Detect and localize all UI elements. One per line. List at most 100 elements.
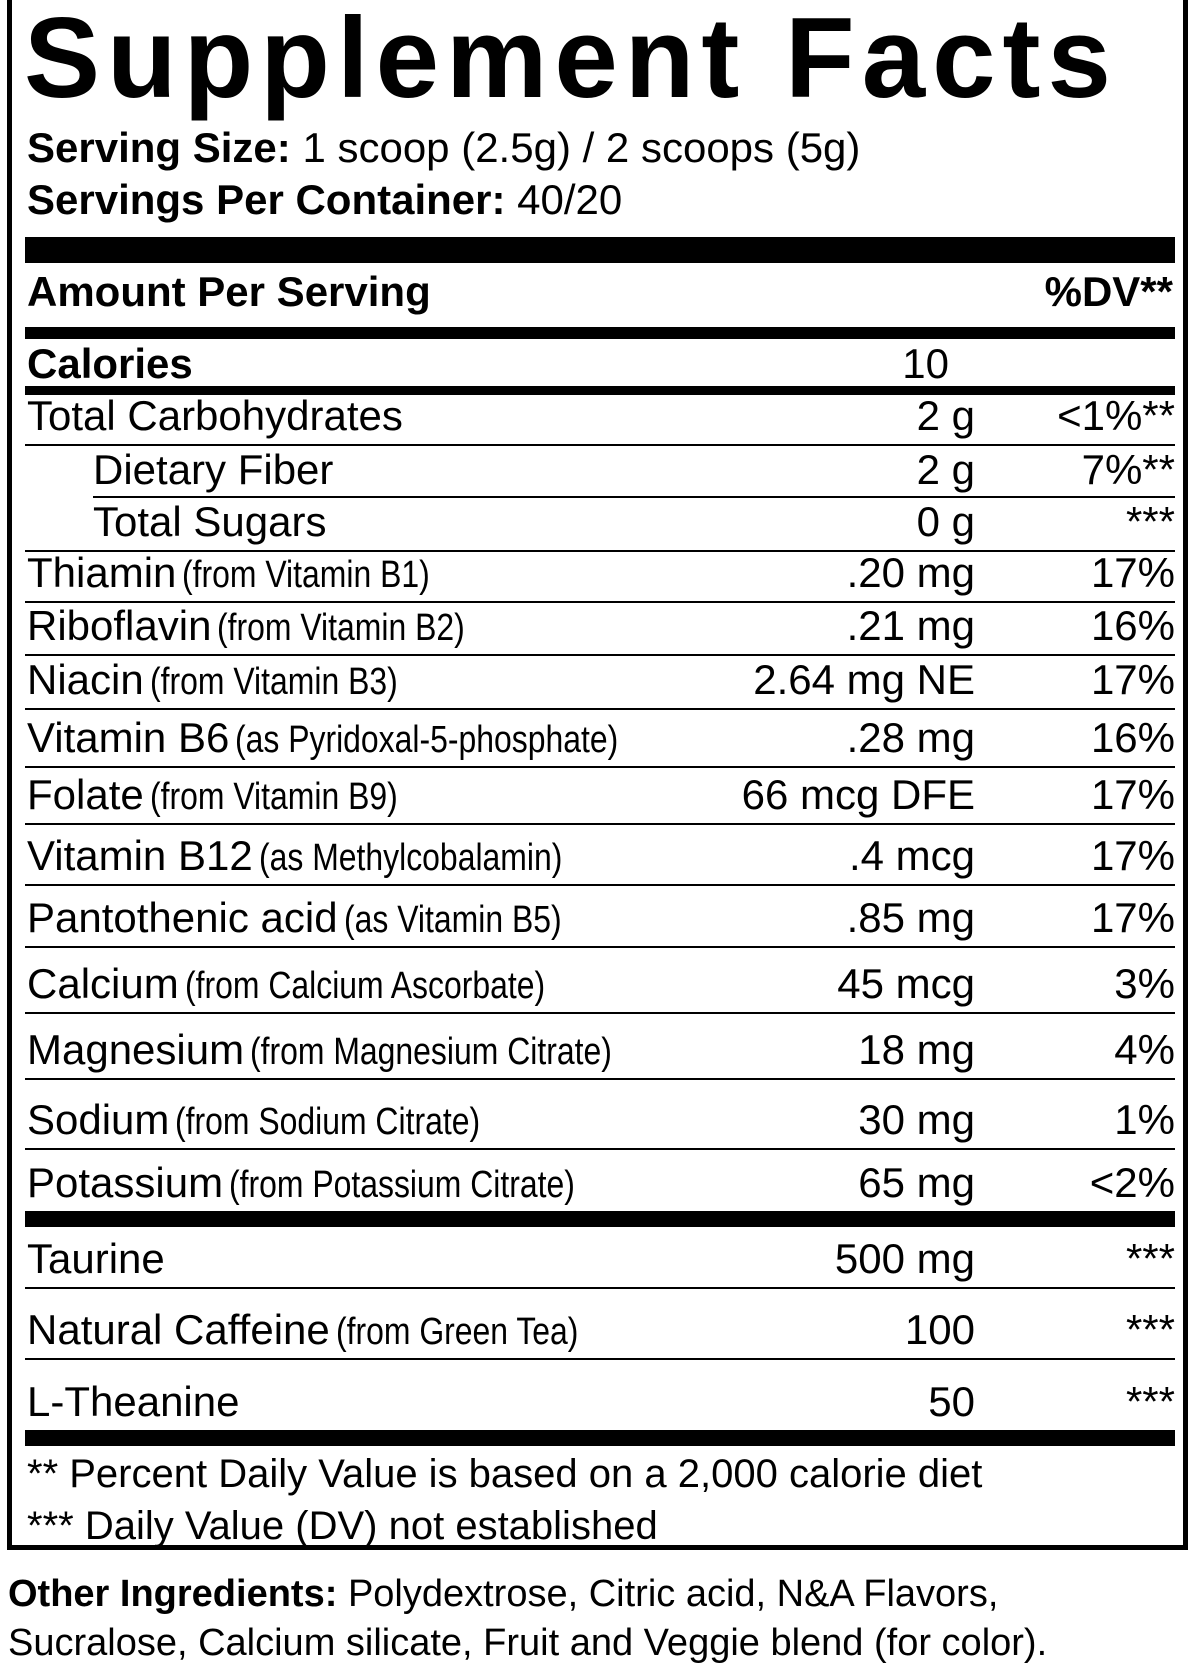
nutrient-row: Total Carbohydrates 2 g <1%**	[25, 392, 1175, 446]
nutrient-name: Vitamin B12 (as Methylcobalamin)	[27, 832, 620, 880]
nutrient-name: Riboflavin (from Vitamin B2)	[27, 602, 512, 650]
nutrient-label: Total Sugars	[93, 498, 327, 545]
nutrient-label: Natural Caffeine	[27, 1306, 330, 1353]
nutrient-amount: 18 mg	[858, 1026, 975, 1073]
serving-size-label: Serving Size:	[27, 124, 291, 171]
nutrient-amount: 100	[904, 1306, 975, 1353]
nutrient-amount: 66 mcg DFE	[741, 771, 975, 818]
nutrient-name: Calcium (from Calcium Ascorbate)	[27, 960, 613, 1008]
nutrient-row: Thiamin (from Vitamin B1) .20 mg 17%	[25, 549, 1175, 603]
nutrient-label: Niacin	[27, 656, 144, 703]
nutrient-dv: 17%	[1090, 656, 1175, 703]
nutrient-source: (from Magnesium Citrate)	[250, 1031, 612, 1073]
nutrient-label: Dietary Fiber	[93, 446, 334, 493]
serving-size-value: 1 scoop (2.5g) / 2 scoops (5g)	[302, 124, 861, 171]
nutrient-dv: 3%	[1114, 960, 1175, 1007]
nutrient-row: Pantothenic acid (as Vitamin B5) .85 mg 1…	[25, 886, 1175, 948]
servings-per-container-label: Servings Per Container:	[27, 176, 506, 223]
nutrient-label: L-Theanine	[27, 1378, 240, 1425]
nutrient-name: Taurine	[27, 1235, 165, 1283]
nutrient-dv: 16%	[1090, 602, 1175, 649]
nutrient-amount: 2 g	[916, 446, 975, 493]
nutrient-source: (from Vitamin B9)	[149, 776, 398, 818]
nutrient-table: Total Carbohydrates 2 g <1%** Dietary Fib…	[25, 392, 1175, 1446]
nutrient-amount: 50	[928, 1378, 975, 1425]
nutrient-label: Total Carbohydrates	[27, 392, 403, 439]
nutrient-dv: 17%	[1090, 771, 1175, 818]
divider	[25, 327, 1175, 339]
nutrient-dv: 16%	[1090, 714, 1175, 761]
nutrient-name: Sodium (from Sodium Citrate)	[27, 1096, 539, 1144]
nutrient-source: (from Vitamin B1)	[182, 554, 431, 596]
footnote-not-established: *** Daily Value (DV) not established	[27, 1504, 658, 1548]
other-ingredients: Other Ingredients: Polydextrose, Citric …	[8, 1573, 998, 1616]
supplement-facts-panel	[7, 0, 1188, 1550]
serving-size: Serving Size: 1 scoop (2.5g) / 2 scoops …	[27, 124, 860, 172]
nutrient-name: Folate (from Vitamin B9)	[27, 771, 445, 819]
nutrient-name: Pantothenic acid (as Vitamin B5)	[27, 894, 603, 942]
nutrient-dv: 17%	[1090, 549, 1175, 596]
nutrient-dv: ***	[1125, 1378, 1175, 1425]
nutrient-name: Vitamin B6 (as Pyridoxal-5-phosphate)	[27, 714, 692, 762]
nutrient-label: Pantothenic acid	[27, 894, 338, 941]
nutrient-source: (from Calcium Ascorbate)	[184, 965, 545, 1007]
nutrient-dv: 17%	[1090, 894, 1175, 941]
nutrient-amount: 65 mg	[858, 1159, 975, 1206]
nutrient-name: L-Theanine	[27, 1378, 239, 1426]
nutrient-amount: .85 mg	[846, 894, 975, 941]
nutrient-row: Folate (from Vitamin B9) 66 mcg DFE 17%	[25, 768, 1175, 825]
nutrient-amount: .4 mcg	[848, 832, 975, 879]
nutrient-label: Vitamin B6	[27, 714, 230, 761]
amount-per-serving-label: Amount Per Serving	[27, 268, 431, 315]
nutrient-row: Potassium (from Potassium Citrate) 65 mg …	[25, 1150, 1175, 1227]
nutrient-amount: 500 mg	[834, 1235, 975, 1282]
calories-value: 10	[902, 340, 949, 387]
nutrient-amount: 2 g	[916, 392, 975, 439]
nutrient-source: (from Potassium Citrate)	[229, 1164, 575, 1206]
divider	[25, 386, 1175, 395]
nutrient-name: Total Carbohydrates	[27, 392, 403, 440]
nutrient-label: Taurine	[27, 1235, 165, 1282]
calories-row: Calories 10	[27, 340, 949, 388]
nutrient-amount: .28 mg	[846, 714, 975, 761]
servings-per-container-value: 40/20	[517, 176, 623, 223]
nutrient-label: Riboflavin	[27, 602, 212, 649]
nutrient-row: Total Sugars 0 g ***	[25, 498, 1175, 552]
nutrient-amount: 0 g	[916, 498, 975, 545]
servings-per-container: Servings Per Container: 40/20	[27, 176, 622, 224]
nutrient-row: Vitamin B12 (as Methylcobalamin) .4 mcg 1…	[25, 825, 1175, 886]
calories-label: Calories	[27, 340, 193, 387]
nutrient-row: Vitamin B6 (as Pyridoxal-5-phosphate) .28…	[25, 710, 1175, 768]
nutrient-dv: <2%	[1089, 1159, 1175, 1206]
nutrient-row: Dietary Fiber 2 g 7%**	[25, 446, 1175, 498]
nutrient-amount: .20 mg	[846, 549, 975, 596]
nutrient-label: Calcium	[27, 960, 179, 1007]
nutrient-amount: 45 mcg	[837, 960, 975, 1007]
other-ingredients-label: Other Ingredients:	[8, 1573, 338, 1615]
nutrient-source: (from Vitamin B3)	[149, 661, 398, 703]
nutrient-label: Vitamin B12	[27, 832, 253, 879]
nutrient-row: Magnesium (from Magnesium Citrate) 18 mg …	[25, 1014, 1175, 1080]
nutrient-label: Thiamin	[27, 549, 177, 596]
nutrient-dv: 17%	[1090, 832, 1175, 879]
nutrient-dv: <1%**	[1057, 392, 1175, 439]
nutrient-source: (from Vitamin B2)	[217, 607, 466, 649]
panel-title: Supplement Facts	[24, 0, 1118, 122]
dv-label: %DV**	[1044, 268, 1173, 315]
nutrient-dv: 1%	[1114, 1096, 1175, 1143]
nutrient-row: Niacin (from Vitamin B3) 2.64 mg NE 17%	[25, 656, 1175, 710]
nutrient-dv: ***	[1125, 1306, 1175, 1353]
nutrient-name: Total Sugars	[93, 498, 326, 546]
nutrient-row: Natural Caffeine (from Green Tea) 100 ***	[25, 1289, 1175, 1360]
nutrient-dv: 4%	[1114, 1026, 1175, 1073]
nutrient-row: Sodium (from Sodium Citrate) 30 mg 1%	[25, 1080, 1175, 1150]
nutrient-amount: .21 mg	[846, 602, 975, 649]
nutrient-source: (as Vitamin B5)	[343, 899, 562, 941]
nutrient-amount: 2.64 mg NE	[753, 656, 975, 703]
nutrient-name: Niacin (from Vitamin B3)	[27, 656, 445, 704]
nutrient-row: Riboflavin (from Vitamin B2) .21 mg 16%	[25, 602, 1175, 656]
nutrient-dv: ***	[1125, 1235, 1175, 1282]
nutrient-label: Folate	[27, 771, 144, 818]
nutrient-name: Dietary Fiber	[93, 446, 333, 494]
nutrient-source: (as Methylcobalamin)	[258, 837, 563, 879]
